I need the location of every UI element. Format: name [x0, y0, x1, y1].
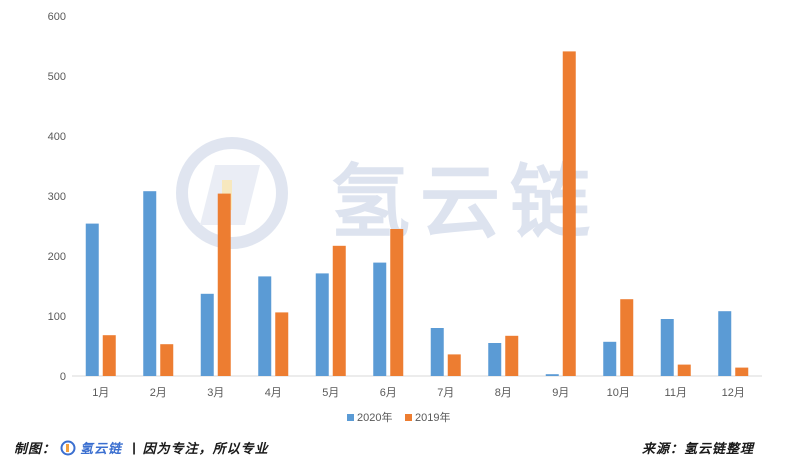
bar-series-1 — [373, 262, 387, 376]
bar-series-1 — [545, 374, 559, 376]
bar-series-2 — [562, 51, 576, 377]
legend-label: 2019年 — [415, 410, 450, 424]
bar-series-1 — [315, 273, 329, 376]
footer-brand: 氢云链 — [80, 441, 123, 456]
bar-series-2 — [102, 335, 116, 376]
footer-source: 来源：氢云链整理 — [641, 441, 754, 456]
footer-slogan: 因为专注，所以专业 — [142, 441, 269, 456]
y-tick-label: 600 — [48, 11, 66, 23]
bar-series-2 — [390, 229, 404, 376]
x-tick-label: 7月 — [437, 387, 454, 399]
x-axis: 1月 2月 3月 4月 5月 6月 7月 8月 9月 10月 11月 12月 — [92, 387, 745, 399]
bar-series-1 — [258, 276, 272, 376]
legend-swatch — [347, 414, 354, 421]
bar-series-2 — [505, 335, 519, 376]
x-tick-label: 6月 — [380, 387, 397, 399]
x-tick-label: 12月 — [722, 387, 745, 399]
bar-series-1 — [660, 319, 674, 376]
y-tick-label: 200 — [48, 251, 66, 263]
bar-series-2 — [275, 312, 289, 376]
bar-series-1 — [430, 328, 444, 376]
y-tick-label: 300 — [48, 191, 66, 203]
x-tick-label: 8月 — [495, 387, 512, 399]
bar-series-1 — [718, 311, 732, 376]
y-axis: 0 100 200 300 400 500 600 — [48, 11, 66, 383]
bar-series-2 — [620, 299, 634, 376]
legend-swatch — [405, 414, 412, 421]
footer: 制图： 氢云链 | 因为专注，所以专业 来源：氢云链整理 — [0, 434, 800, 459]
y-tick-label: 400 — [48, 131, 66, 143]
footer-credit-label: 制图： — [14, 441, 57, 456]
x-tick-label: 3月 — [207, 387, 224, 399]
legend: 2020年 2019年 — [347, 410, 450, 424]
x-tick-label: 4月 — [265, 387, 282, 399]
bar-series-1 — [603, 341, 617, 376]
x-tick-label: 11月 — [665, 387, 687, 399]
y-tick-label: 0 — [60, 371, 66, 383]
watermark-logo-icon — [176, 137, 288, 249]
bar-series-2 — [677, 364, 691, 376]
x-tick-label: 5月 — [322, 387, 339, 399]
bar-series-1 — [200, 293, 214, 376]
bar-series-2 — [217, 193, 231, 376]
bar-series-1 — [85, 223, 99, 376]
bar-chart: 氢云链 0 100 200 300 400 500 600 1月 2月 3月 4月 5月 6月 7月 8月… — [48, 11, 762, 424]
bar-series-1 — [143, 191, 157, 376]
bar-series-2 — [735, 367, 749, 376]
brand-logo-icon — [60, 440, 76, 455]
x-tick-label: 10月 — [607, 387, 630, 399]
bar-series-2 — [447, 354, 461, 376]
footer-credit: 制图： 氢云链 | 因为专注，所以专业 — [14, 438, 269, 457]
x-tick-label: 1月 — [92, 387, 109, 399]
y-tick-label: 500 — [48, 71, 66, 83]
x-tick-label: 9月 — [552, 387, 569, 399]
bars — [85, 51, 749, 377]
x-tick-label: 2月 — [150, 387, 167, 399]
watermark-text: 氢云链 — [330, 156, 600, 249]
bar-series-2 — [332, 245, 346, 376]
y-tick-label: 100 — [48, 311, 66, 323]
bar-series-1 — [488, 343, 502, 376]
legend-label: 2020年 — [357, 410, 392, 424]
bar-series-2 — [160, 344, 174, 376]
watermark: 氢云链 — [176, 137, 600, 249]
footer-separator: | — [132, 440, 137, 455]
